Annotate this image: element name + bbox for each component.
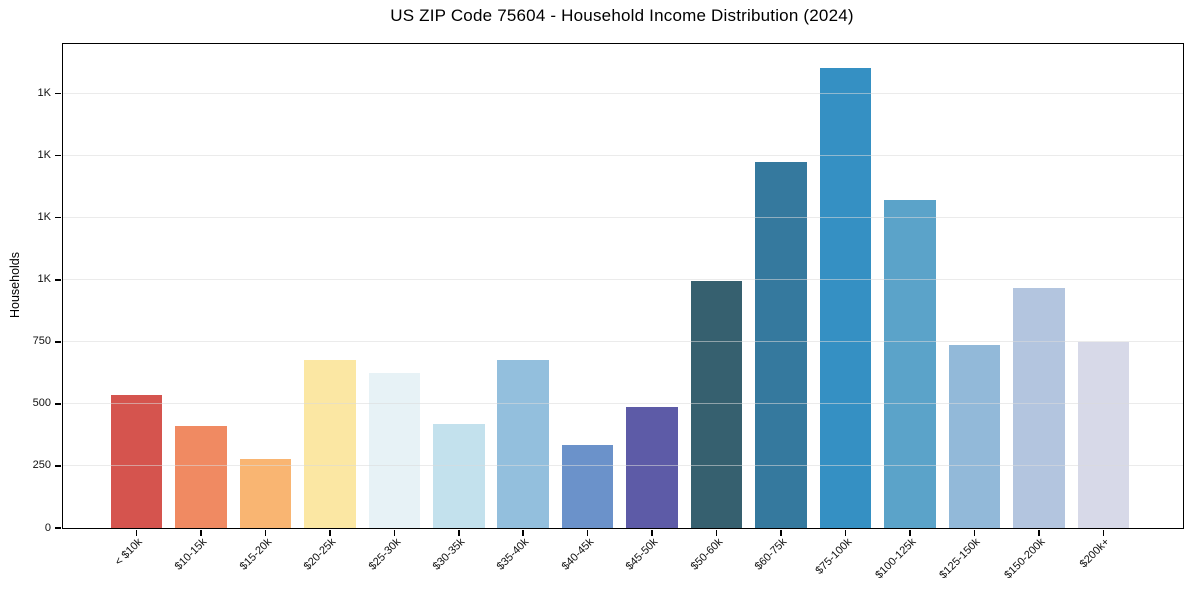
x-tick-label: $150-200k [1002, 536, 1048, 582]
x-tick-label: $125-150k [937, 536, 983, 582]
x-tick-mark [715, 530, 718, 536]
y-tick-mark [55, 154, 61, 157]
y-tick-label: 1K [37, 87, 51, 100]
y-tick-mark [55, 527, 61, 529]
x-tick-mark [651, 530, 653, 536]
y-tick-mark [55, 216, 61, 219]
bar [304, 360, 356, 528]
x-tick-mark [1038, 530, 1040, 536]
x-tick-mark [329, 530, 331, 536]
y-tick-mark [55, 341, 61, 343]
gridline [63, 341, 1183, 343]
chart-title: US ZIP Code 75604 - Household Income Dis… [390, 6, 854, 25]
gridline [63, 93, 1183, 95]
x-tick-label: $100-125k [873, 536, 919, 582]
bar [1077, 342, 1129, 528]
x-tick-mark [780, 530, 782, 536]
bar [433, 423, 485, 528]
x-tick-mark [135, 530, 138, 536]
bar [819, 68, 872, 528]
bar [239, 458, 292, 528]
gridline [63, 155, 1183, 157]
x-tick-mark [264, 530, 267, 536]
x-tick-label: $40-45k [559, 536, 597, 573]
x-tick-label: $25-30k [366, 536, 403, 573]
bar [368, 373, 421, 528]
bar [884, 200, 936, 528]
y-tick-mark [55, 92, 61, 95]
y-tick-label: 500 [32, 397, 51, 410]
y-tick-label: 1K [37, 149, 51, 162]
bar [755, 161, 807, 528]
bar [948, 345, 1001, 528]
bar [1013, 287, 1065, 528]
y-tick-label: 1K [37, 211, 51, 224]
x-tick-label: $10-15k [172, 536, 210, 573]
gridline [63, 465, 1183, 467]
x-tick-mark [586, 530, 589, 536]
x-tick-label: $35-40k [495, 536, 532, 573]
gridline [63, 403, 1183, 405]
x-tick-label: $75-100k [812, 536, 854, 577]
y-tick-mark [55, 279, 61, 281]
x-tick-label: $20-25k [301, 536, 339, 573]
y-tick-label: 1K [37, 273, 51, 286]
y-tick-label: 250 [32, 459, 51, 472]
bar [110, 394, 163, 528]
bar [626, 406, 678, 528]
x-tick-label: $60-75k [752, 536, 790, 573]
y-tick-label: 750 [32, 335, 51, 348]
x-tick-mark [393, 530, 396, 536]
gridline [63, 279, 1183, 281]
x-tick-label: $15-20k [237, 536, 274, 573]
bar [497, 359, 549, 528]
y-tick-label: 0 [44, 521, 51, 534]
y-tick-mark [55, 465, 61, 467]
x-tick-mark [1102, 530, 1104, 536]
x-tick-mark [973, 530, 976, 536]
x-tick-mark [200, 530, 202, 536]
bar [175, 426, 227, 528]
bar [561, 445, 614, 528]
x-tick-mark [458, 530, 460, 536]
x-tick-label: $50-60k [688, 536, 726, 573]
x-tick-mark [522, 530, 524, 536]
gridline [63, 217, 1183, 219]
y-tick-mark [55, 403, 61, 405]
x-tick-mark [909, 530, 911, 536]
x-tick-label: $45-50k [623, 536, 661, 573]
x-tick-label: < $10k [112, 536, 145, 569]
x-tick-mark [844, 530, 847, 536]
x-tick-label: $30-35k [430, 536, 468, 573]
x-tick-label: $200k+ [1077, 536, 1112, 571]
plot-area: < $10k $10-15k $15-20k $20-25k $25-30k $30-35… [33, 43, 1184, 581]
